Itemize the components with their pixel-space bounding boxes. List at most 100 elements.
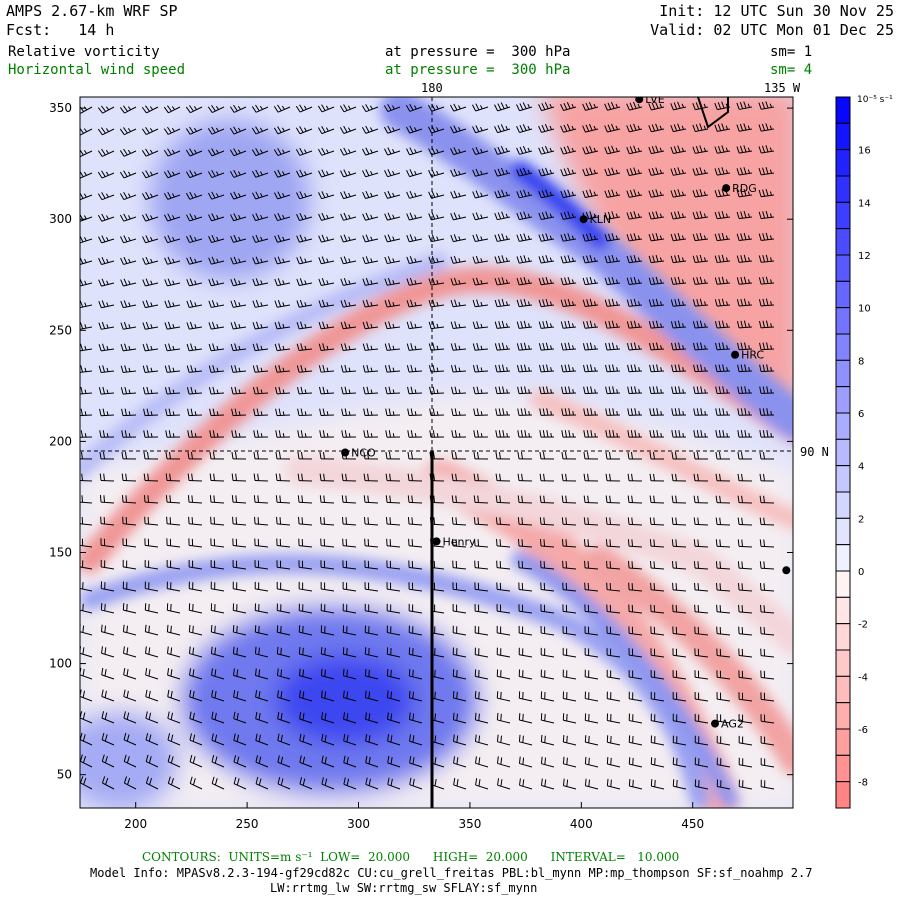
barb-shaft [365,566,379,570]
barb-flag [674,364,678,372]
barb-flag [282,433,285,438]
barb-shaft [606,545,621,548]
wind-barb [561,430,577,438]
barb-flag [610,779,612,787]
barb-flag [119,150,125,157]
wind-barb [209,408,225,417]
barb-flag [186,214,191,222]
barb-flag [721,101,725,109]
barb-shaft [101,652,115,658]
barb-flag [681,169,685,174]
wind-barb [716,735,731,746]
barb-flag [763,583,766,591]
wind-barb [452,712,467,724]
barb-flag [501,255,505,263]
barb-flag [296,300,300,308]
wind-barb [299,777,313,790]
barb-shaft [673,611,687,614]
barb-flag [458,279,461,285]
wind-barb [516,233,533,242]
barb-flag [407,430,410,438]
barb-flag [519,125,524,132]
barb-shaft [563,632,577,636]
barb-flag [253,408,256,416]
barb-shaft [101,696,115,702]
wind-barb [321,690,335,702]
wind-barb [253,495,269,504]
barb-flag [387,712,389,720]
wind-barb [277,755,291,768]
barb-flag [128,433,131,438]
barb-shaft [585,763,599,768]
barb-flag [495,473,498,481]
barb-flag [681,257,684,262]
barb-flag [474,712,477,720]
wind-barb [123,754,137,768]
wind-barb [738,648,753,658]
barb-flag [409,103,414,111]
barb-flag [583,386,586,394]
barb-flag [571,301,574,306]
barb-flag [736,189,740,197]
wind-barb [297,451,313,460]
barb-flag [255,169,260,177]
wind-barb [737,561,753,570]
barb-flag [612,430,615,438]
barb-shaft [80,717,93,724]
barb-flag [762,211,766,219]
wind-barb [211,711,225,724]
barb-flag [216,389,219,394]
barb-flag [494,191,498,199]
wind-barb [251,169,269,178]
barb-flag [451,386,454,394]
barb-flag [255,213,260,220]
barb-flag [681,235,685,240]
barb-flag [693,408,696,416]
barb-flag [233,213,238,220]
barb-flag [432,299,436,307]
wind-barb [693,430,709,438]
barb-flag [605,495,608,503]
barb-flag [560,256,564,264]
barb-flag [633,276,637,284]
barb-flag [141,128,147,135]
barb-flag [726,411,728,416]
barb-shaft [167,544,181,548]
barb-shaft [717,742,731,746]
barb-flag [451,408,454,416]
barb-flag [564,408,567,416]
wind-barb [274,343,291,352]
barb-flag [346,756,349,764]
barb-flag [230,235,234,243]
barb-flag [260,302,263,307]
colorbar-label: 6 [858,409,864,420]
barb-flag [627,495,630,503]
barb-flag [453,103,458,111]
barb-flag [392,345,395,350]
wind-barb [163,191,181,200]
barb-flag [762,233,766,241]
barb-flag [406,300,410,308]
barb-shaft [167,717,181,724]
wind-barb [474,647,489,658]
barb-flag [277,169,282,177]
barb-flag [737,408,740,416]
barb-flag [321,191,326,198]
barb-flag [475,212,480,220]
wind-barb [604,342,621,351]
barb-flag [693,539,696,547]
barb-flag [586,386,589,394]
wind-barb [496,756,511,768]
barb-flag [541,190,546,198]
barb-flag [585,146,590,154]
barb-flag [450,256,454,264]
wind-barb [141,191,159,200]
wind-barb [692,189,709,198]
barb-flag [120,322,124,330]
barb-flag [121,451,124,459]
wind-barb [604,276,621,286]
barb-flag [123,127,128,134]
barb-flag [633,167,637,175]
barb-flag [476,321,480,329]
wind-barb [758,276,775,285]
